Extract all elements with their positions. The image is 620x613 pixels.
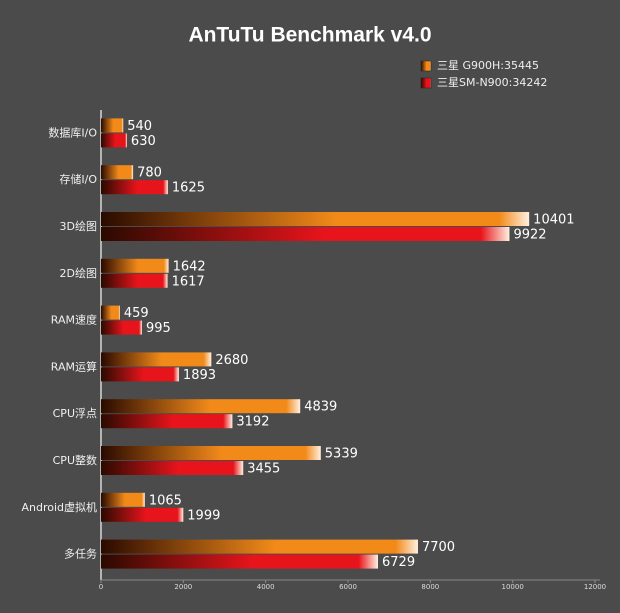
bar	[101, 258, 169, 273]
y-tick-label: 3D绘图	[60, 219, 97, 233]
bar	[101, 492, 145, 507]
value-label: 1893	[183, 368, 216, 383]
value-label: 540	[127, 119, 152, 134]
value-label: 4839	[304, 400, 337, 415]
value-label: 995	[146, 321, 171, 336]
value-label: 7700	[422, 540, 455, 555]
legend-swatch	[420, 77, 432, 89]
value-label: 1642	[173, 259, 206, 274]
bar	[101, 352, 212, 367]
legend-label: 三星 G900H:35445	[437, 59, 539, 72]
value-label: 459	[124, 306, 149, 321]
value-label: 630	[131, 134, 156, 149]
bar	[101, 507, 184, 522]
bar	[101, 446, 321, 460]
bar	[101, 320, 142, 335]
value-label: 10401	[533, 213, 574, 228]
bar	[101, 367, 179, 382]
bar	[101, 273, 168, 288]
bar	[101, 461, 244, 475]
chart-title: AnTuTu Benchmark v4.0	[188, 24, 431, 47]
x-tick-label: 2000	[174, 583, 192, 591]
y-tick-label: 数据库I/O	[48, 125, 97, 139]
value-label: 3455	[247, 462, 280, 477]
bar	[101, 180, 168, 195]
value-label: 6729	[382, 555, 415, 570]
value-label: 3192	[236, 415, 269, 430]
y-tick-label: Android虚拟机	[21, 500, 97, 514]
y-tick-label: 多任务	[64, 547, 97, 561]
y-tick-label: RAM运算	[51, 359, 97, 373]
value-label: 1999	[187, 508, 220, 523]
y-tick-label: CPU浮点	[53, 407, 97, 420]
bar	[101, 305, 120, 320]
bar	[101, 118, 124, 133]
value-label: 780	[137, 166, 162, 181]
bar	[101, 539, 418, 554]
bar	[101, 399, 301, 414]
value-label: 1065	[149, 493, 182, 508]
bar	[101, 554, 379, 569]
x-tick-label: 12000	[584, 583, 606, 591]
value-label: 1625	[172, 181, 205, 196]
bar	[101, 414, 233, 429]
x-tick-label: 6000	[339, 583, 357, 591]
y-tick-label: 2D绘图	[60, 266, 97, 280]
legend-label: 三星SM-N900:34242	[437, 76, 547, 89]
x-tick-label: 10000	[502, 583, 524, 591]
x-tick-label: 8000	[421, 583, 439, 591]
x-tick-label: 0	[99, 583, 103, 591]
y-tick-label: CPU整数	[53, 453, 97, 467]
legend-swatch	[420, 60, 432, 72]
bar	[101, 227, 510, 241]
y-tick-label: 存储I/O	[59, 172, 97, 186]
value-label: 5339	[325, 447, 358, 462]
x-tick-label: 4000	[257, 583, 275, 591]
value-label: 2680	[215, 353, 248, 368]
value-label: 1617	[172, 274, 205, 289]
bar	[101, 165, 134, 180]
y-tick-label: RAM速度	[51, 313, 97, 327]
bar	[101, 212, 530, 226]
value-label: 9922	[513, 228, 546, 243]
bar	[101, 133, 127, 148]
